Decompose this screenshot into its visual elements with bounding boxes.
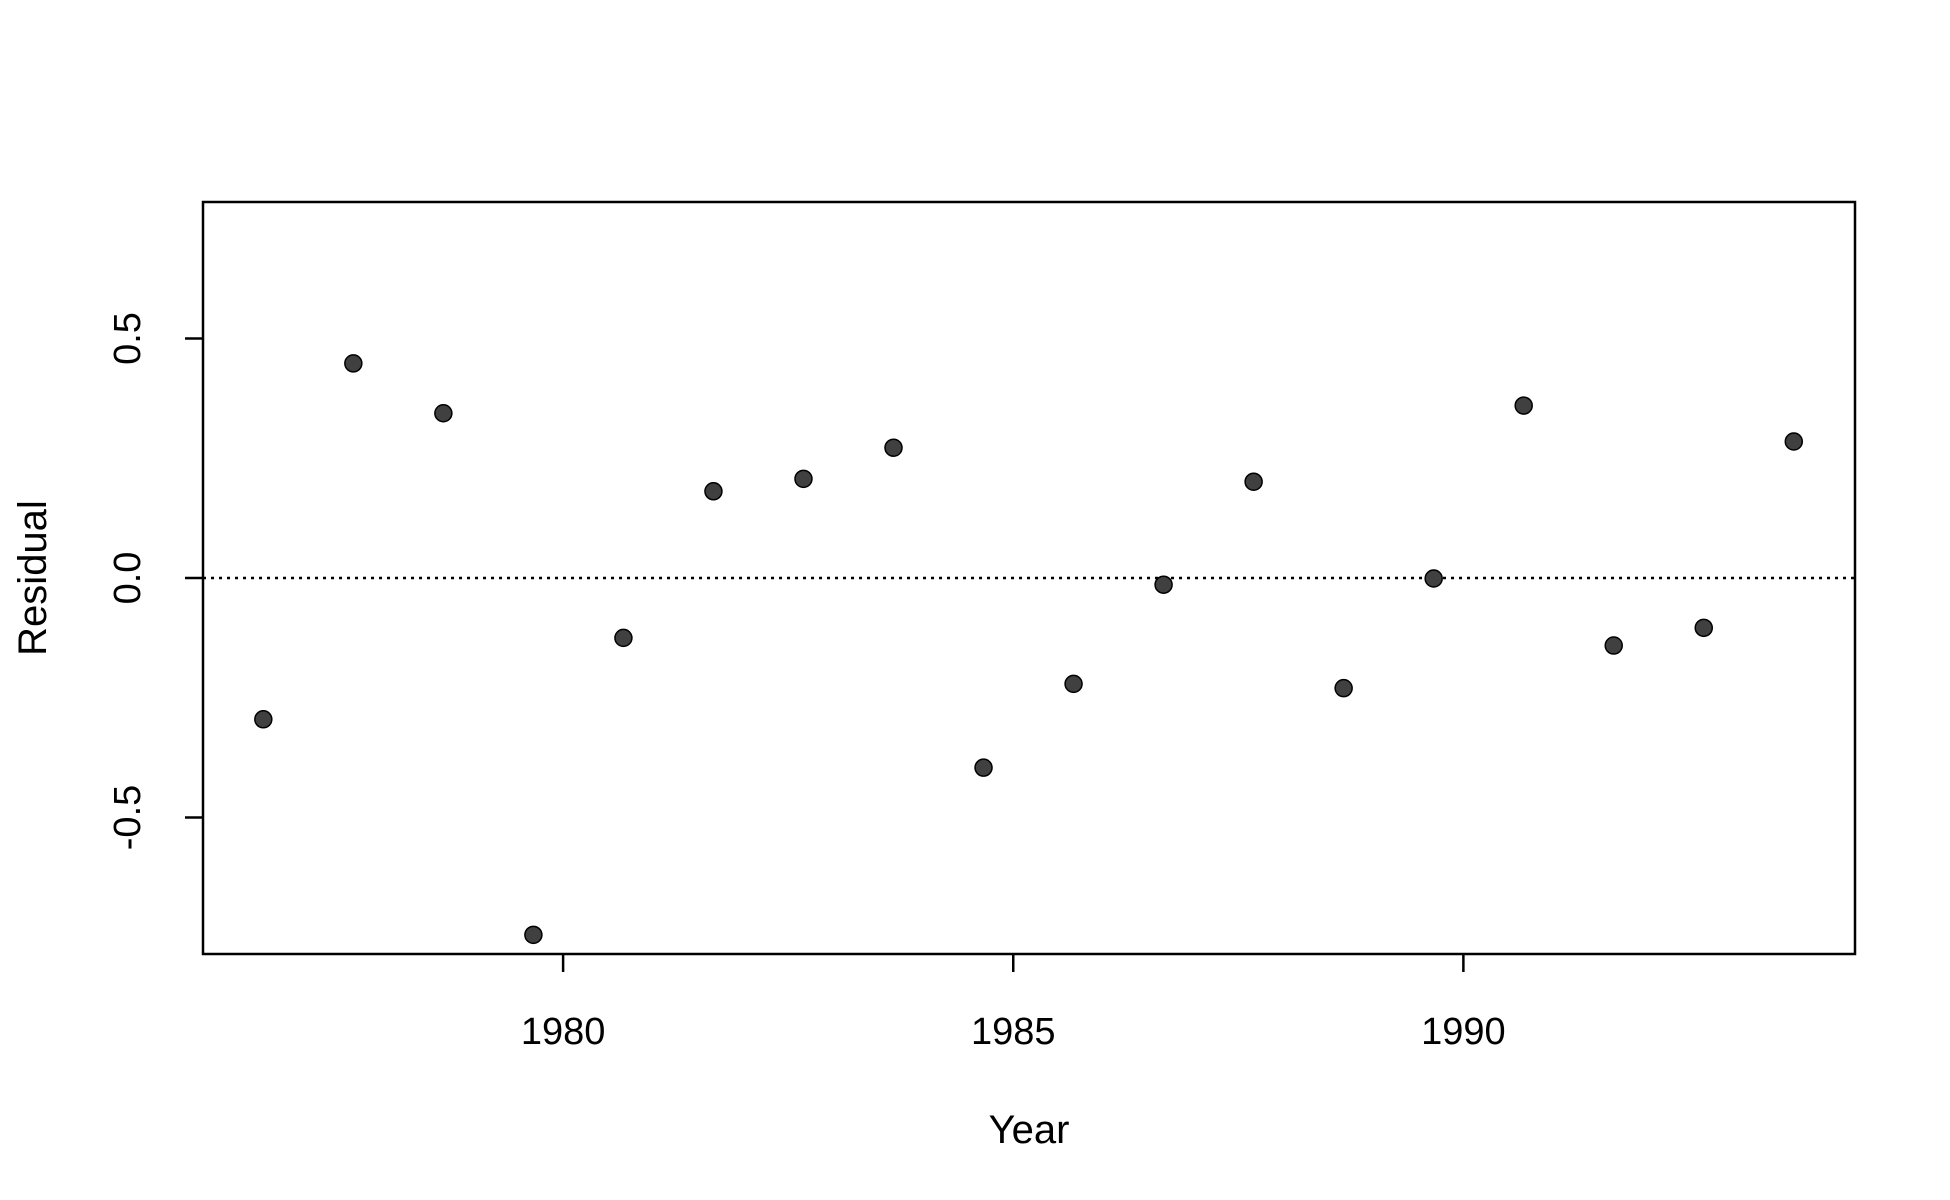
data-point xyxy=(524,925,543,945)
x-axis: 1980 1985 1990 xyxy=(521,954,1506,1053)
data-point xyxy=(1244,472,1263,491)
y-tick-label: 0.0 xyxy=(107,552,149,605)
data-point xyxy=(1064,674,1083,694)
x-axis-label: Year xyxy=(989,1108,1070,1152)
data-point xyxy=(974,758,993,777)
data-point xyxy=(1334,678,1353,698)
data-point xyxy=(254,710,273,729)
data-point xyxy=(1424,569,1443,588)
x-tick-label: 1985 xyxy=(971,1011,1056,1053)
y-tick-label: 0.5 xyxy=(107,312,149,365)
x-tick-label: 1990 xyxy=(1421,1011,1506,1053)
y-tick-label: -0.5 xyxy=(107,785,149,850)
data-point xyxy=(1694,618,1714,638)
data-point xyxy=(1154,575,1173,594)
data-point xyxy=(1604,636,1623,655)
data-point xyxy=(794,469,813,489)
data-point xyxy=(434,403,453,423)
data-point xyxy=(1784,432,1804,451)
y-axis-label: Residual xyxy=(11,500,55,656)
data-point xyxy=(1514,396,1533,415)
data-point xyxy=(884,438,903,457)
data-point xyxy=(614,628,633,648)
data-point xyxy=(704,482,723,501)
data-points xyxy=(254,354,1804,945)
data-point xyxy=(344,354,363,373)
y-axis: -0.5 0.0 0.5 xyxy=(107,312,203,850)
x-tick-label: 1980 xyxy=(521,1011,606,1053)
